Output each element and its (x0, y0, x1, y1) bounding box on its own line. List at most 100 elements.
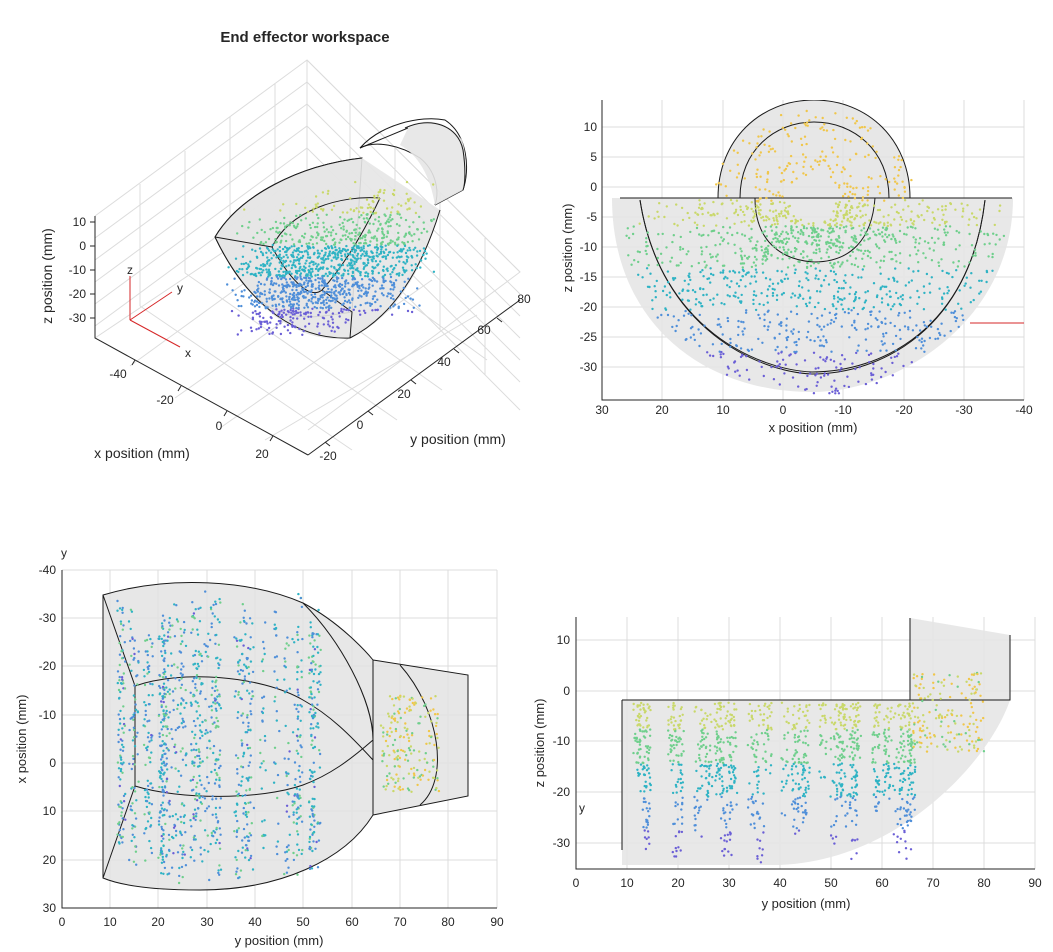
scatter-point (194, 608, 197, 611)
scatter-point (147, 694, 150, 697)
scatter-point (301, 333, 304, 336)
scatter-point (401, 266, 405, 269)
scatter-point (173, 663, 176, 666)
scatter-point (762, 254, 765, 258)
scatter-point (887, 721, 890, 724)
scatter-point (286, 329, 290, 332)
scatter-point (343, 289, 346, 293)
scatter-point (295, 288, 298, 292)
scatter-point (347, 318, 350, 322)
scatter-point (840, 354, 844, 357)
scatter-point (330, 329, 333, 333)
scatter-point (251, 622, 254, 625)
scatter-point (310, 668, 314, 671)
scatter-point (218, 873, 221, 876)
scatter-point (120, 811, 123, 814)
scatter-point (873, 717, 876, 720)
scatter-point (770, 223, 774, 227)
x-tick: 20 (655, 403, 669, 417)
scatter-point (785, 338, 789, 342)
scatter-point (348, 293, 352, 296)
scatter-point (716, 323, 719, 326)
scatter-point (342, 225, 345, 228)
scatter-point (263, 283, 266, 286)
scatter-point (391, 240, 394, 243)
scatter-point (892, 276, 895, 279)
scatter-point (312, 815, 315, 818)
scatter-point (646, 244, 649, 248)
scatter-point (755, 749, 758, 752)
scatter-point (701, 212, 704, 216)
scatter-point (743, 327, 746, 330)
scatter-point (238, 267, 241, 271)
scatter-point (796, 772, 799, 775)
scatter-point (263, 652, 266, 656)
scatter-point (322, 323, 325, 326)
scatter-point (240, 851, 244, 854)
scatter-point (313, 785, 316, 789)
scatter-point (830, 350, 833, 353)
scatter-point (195, 710, 198, 713)
scatter-point (285, 810, 288, 813)
scatter-point (226, 283, 229, 286)
scatter-point (295, 808, 298, 811)
scatter-point (368, 283, 371, 286)
scatter-point (384, 255, 388, 258)
scatter-point (402, 695, 406, 698)
scatter-point (354, 305, 357, 308)
scatter-point (315, 725, 318, 728)
scatter-point (688, 216, 691, 220)
scatter-point (853, 741, 856, 744)
scatter-point (212, 744, 216, 748)
scatter-point (789, 154, 793, 158)
scatter-point (868, 219, 871, 222)
scatter-point (281, 283, 284, 286)
scatter-point (210, 625, 213, 629)
scatter-point (384, 788, 387, 791)
scatter-point (250, 822, 253, 825)
scatter-point (166, 639, 169, 642)
scatter-point (741, 330, 744, 333)
scatter-point (751, 247, 754, 250)
scatter-point (654, 296, 657, 299)
scatter-point (859, 209, 862, 213)
scatter-point (321, 236, 325, 239)
scatter-point (338, 249, 342, 252)
scatter-point (330, 306, 333, 309)
scatter-point (381, 240, 384, 244)
scatter-point (244, 665, 248, 668)
scatter-point (841, 195, 845, 198)
scatter-point (681, 298, 684, 301)
scatter-point (784, 242, 788, 246)
scatter-point (777, 352, 780, 355)
scatter-point (952, 311, 955, 315)
scatter-point (313, 648, 317, 651)
scatter-point (802, 256, 805, 259)
scatter-point (185, 701, 188, 705)
scatter-point (268, 291, 271, 294)
scatter-point (1002, 234, 1006, 238)
scatter-point (843, 358, 846, 361)
scatter-point (247, 721, 250, 725)
scatter-point (718, 758, 721, 761)
scatter-point (211, 680, 214, 683)
scatter-point (160, 825, 163, 829)
scatter-point (714, 752, 717, 755)
scatter-point (309, 279, 313, 282)
scatter-point (243, 663, 246, 666)
scatter-point (119, 767, 123, 771)
scatter-point (246, 271, 249, 274)
scatter-point (245, 835, 249, 838)
scatter-point (851, 246, 855, 249)
scatter-point (219, 658, 222, 661)
scatter-point (299, 719, 302, 722)
scatter-point (311, 809, 314, 812)
scatter-point (773, 223, 777, 226)
scatter-point (161, 814, 164, 817)
scatter-point (377, 220, 380, 223)
scatter-point (282, 270, 285, 274)
scatter-point (336, 256, 340, 259)
scatter-point (887, 214, 890, 217)
scatter-point (241, 846, 244, 849)
scatter-point (922, 344, 925, 347)
